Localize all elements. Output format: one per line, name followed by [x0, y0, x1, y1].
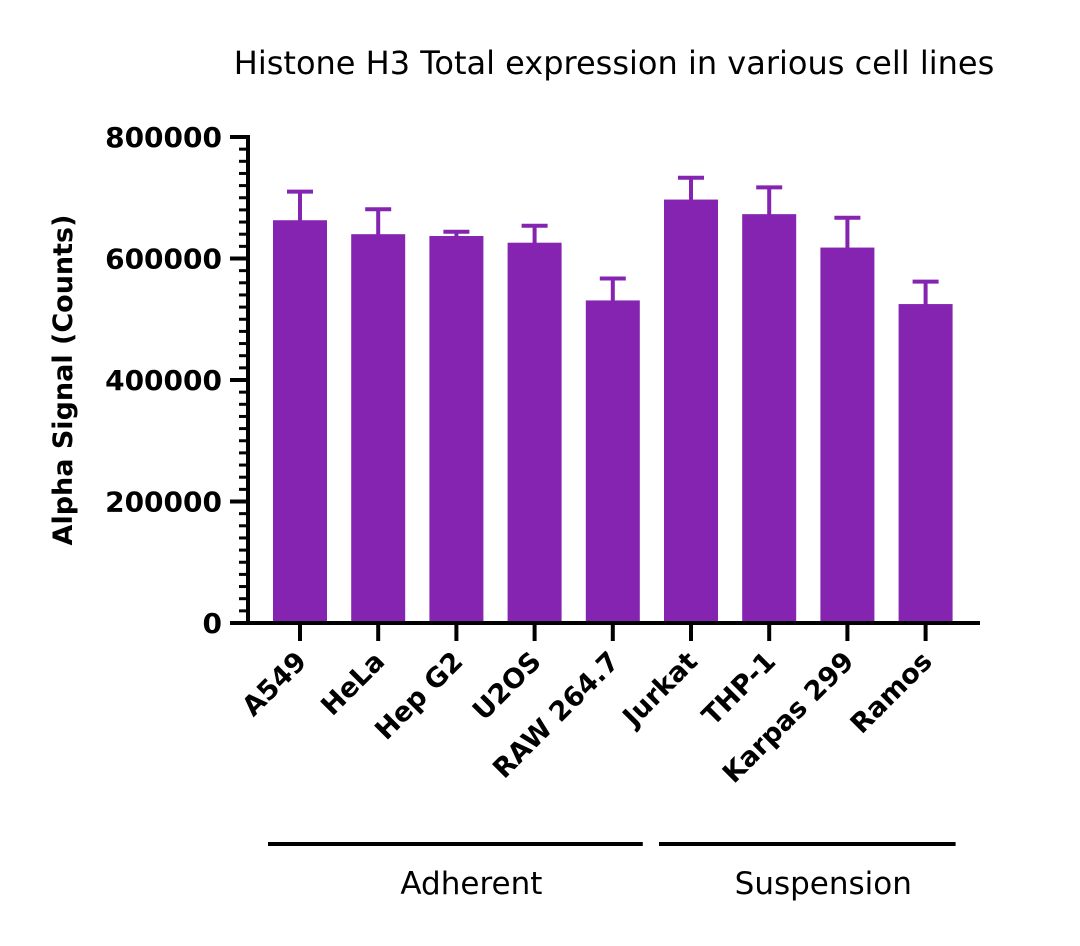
bar: [820, 247, 875, 623]
y-tick-label: 0: [203, 607, 222, 640]
y-tick-label: 400000: [105, 364, 222, 397]
bar: [664, 199, 718, 623]
bar: [898, 304, 953, 623]
y-tick-label: 200000: [105, 486, 222, 519]
bar: [273, 220, 327, 624]
x-tick-label: A549: [236, 646, 313, 723]
y-tick-label: 800000: [105, 121, 222, 154]
bar: [742, 214, 797, 623]
chart-title: Histone H3 Total expression in various c…: [234, 44, 994, 82]
bars-group: [273, 175, 953, 624]
x-tick-label: Jurkat: [616, 646, 704, 734]
x-tick-label: Ramos: [845, 646, 939, 740]
y-axis-title: Alpha Signal (Counts): [48, 215, 79, 546]
group-brackets: Adherent Suspension: [268, 842, 956, 902]
bar: [585, 300, 640, 623]
x-tick-label: HeLa: [315, 646, 391, 722]
bar: [429, 236, 484, 623]
y-axis: 0 200000 400000 600000 800000: [105, 121, 250, 640]
bar: [507, 242, 562, 623]
bar: [351, 234, 406, 623]
y-tick-label: 600000: [105, 243, 222, 276]
group-label: Suspension: [735, 866, 912, 902]
group-label: Adherent: [400, 866, 542, 902]
